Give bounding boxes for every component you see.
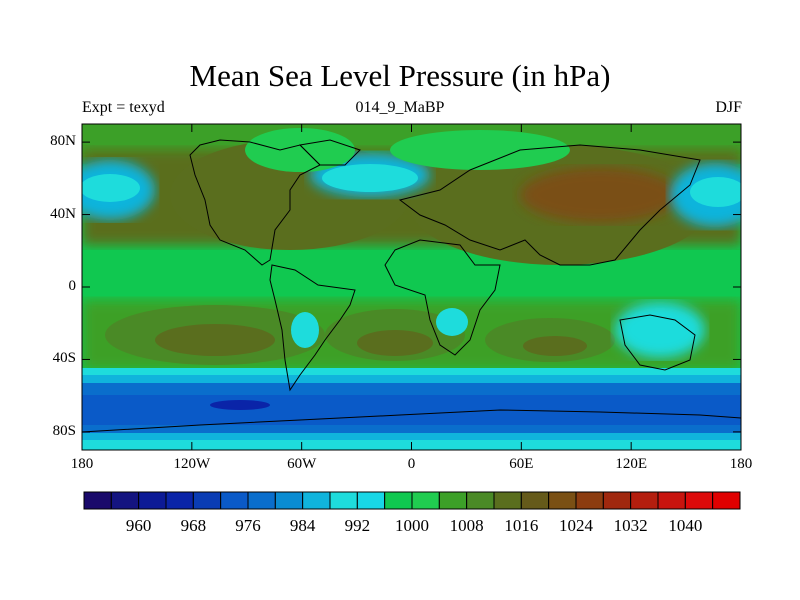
- axis-ticks: [81, 124, 742, 450]
- colorbar-label: 968: [180, 516, 207, 535]
- colorbar-box: [657, 491, 686, 510]
- colorbar-box: [712, 491, 741, 510]
- colorbar-box: [247, 491, 276, 510]
- coastlines: [82, 139, 741, 433]
- colorbar-box: [165, 491, 194, 510]
- y-tick-label: 40S: [52, 350, 76, 367]
- plot-title: Mean Sea Level Pressure (in hPa): [189, 58, 611, 93]
- eurasia-coast: [398, 144, 701, 266]
- antarctica-coast: [82, 409, 741, 433]
- season-label: DJF: [715, 99, 742, 116]
- y-tick-label: 40N: [50, 205, 76, 222]
- greenland-coast: [298, 139, 361, 166]
- colorbar-box: [220, 491, 249, 510]
- pressure-field: [82, 124, 741, 450]
- colorbar-label: 1000: [395, 516, 429, 535]
- colorbar-box: [110, 491, 140, 510]
- colorbar-label: 1016: [504, 516, 539, 535]
- colorbar-box: [329, 491, 358, 510]
- x-tick-label: 0: [407, 456, 416, 472]
- colorbar-box: [83, 491, 112, 510]
- colorbar-box: [438, 491, 468, 510]
- colorbar-box: [602, 491, 632, 510]
- north-america-coast: [189, 139, 321, 266]
- australia-coast: [619, 314, 696, 371]
- x-tick-label: 60E: [509, 456, 534, 472]
- colorbar-label: 1024: [559, 516, 593, 535]
- south-america-coast: [269, 264, 356, 392]
- colorbar-label: 976: [235, 516, 261, 535]
- colorbar: [83, 491, 741, 510]
- colorbar-box: [493, 491, 522, 510]
- colorbar-label: 992: [344, 516, 371, 535]
- colorbar-box: [575, 491, 604, 510]
- colorbar-label: 1032: [613, 516, 648, 535]
- experiment-label: Expt = texyd: [82, 99, 165, 116]
- x-tick-label: 120W: [173, 456, 211, 472]
- africa-coast: [384, 239, 501, 356]
- colorbar-box: [384, 491, 413, 510]
- colorbar-box: [520, 491, 550, 510]
- colorbar-box: [630, 491, 659, 510]
- colorbar-label: 1040: [668, 516, 703, 535]
- colorbar-box: [411, 491, 440, 510]
- siberian-high: [520, 167, 680, 223]
- x-tick-label: 180: [70, 456, 94, 472]
- colorbar-box: [548, 491, 577, 510]
- x-tick-label: 60W: [287, 456, 317, 472]
- period-label: 014_9_MaBP: [355, 99, 445, 116]
- x-tick-label: 120E: [615, 456, 647, 472]
- y-tick-label: 0: [68, 278, 77, 294]
- colorbar-box: [192, 491, 222, 510]
- colorbar-box: [302, 491, 331, 510]
- colorbar-box: [356, 491, 386, 510]
- colorbar-label: 1008: [449, 516, 484, 535]
- colorbar-label: 984: [289, 516, 316, 535]
- y-tick-label: 80N: [50, 133, 76, 150]
- colorbar-box: [684, 491, 714, 510]
- y-tick-label: 80S: [52, 422, 76, 439]
- x-tick-label: 180: [729, 456, 753, 472]
- colorbar-box: [466, 491, 495, 510]
- colorbar-label: 960: [125, 516, 152, 535]
- colorbar-box: [274, 491, 304, 510]
- colorbar-box: [138, 491, 167, 510]
